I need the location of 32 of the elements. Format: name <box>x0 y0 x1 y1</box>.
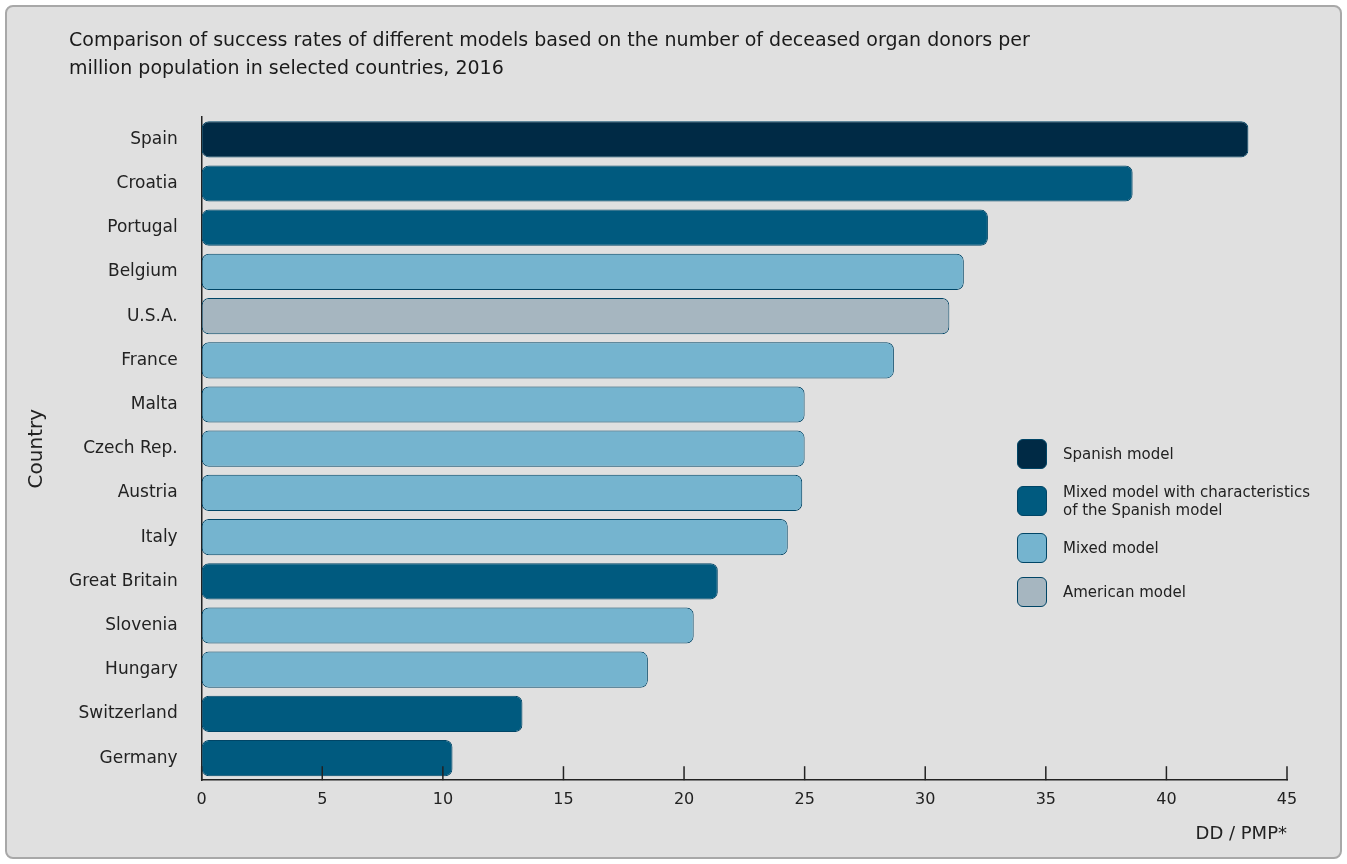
y-tick-label: Spain <box>130 127 178 148</box>
x-tick-label: 40 <box>1156 788 1177 808</box>
legend-label: Spanish model <box>1063 445 1174 463</box>
x-axis-title: DD / PMP* <box>1195 821 1287 843</box>
y-tick-label: Slovenia <box>105 613 178 634</box>
y-tick-label: Hungary <box>105 658 178 679</box>
x-tick-label: 25 <box>794 788 815 808</box>
x-tick-label: 0 <box>196 788 207 808</box>
y-tick-label: Belgium <box>107 260 178 281</box>
x-tick-label: 30 <box>915 788 936 808</box>
legend-label: Mixed model <box>1063 539 1159 557</box>
y-tick-label: Portugal <box>107 216 178 237</box>
x-tick-label: 20 <box>673 788 695 808</box>
x-tick-label: 15 <box>553 788 574 808</box>
y-tick-label: Switzerland <box>78 702 178 723</box>
y-tick-label: Malta <box>130 392 178 413</box>
y-tick-label: Germany <box>99 746 178 767</box>
y-tick-label: Czech Rep. <box>83 437 178 458</box>
legend-label: Mixed model with characteristics of the Spanish model <box>1063 483 1312 519</box>
legend-label: American model <box>1063 583 1186 601</box>
x-tick-label: 35 <box>1035 788 1056 808</box>
y-tick-label: Great Britain <box>68 569 178 590</box>
x-tick-label: 45 <box>1276 788 1298 808</box>
x-tick-label: 10 <box>432 788 454 808</box>
chart-title: Comparison of success rates of different models based on the number of deceased organ donors per million population in selected countries, 2016 <box>69 27 1031 80</box>
x-tick-label: 5 <box>317 788 328 808</box>
y-axis-title: Country <box>23 408 48 489</box>
y-tick-label: France <box>121 348 178 369</box>
y-tick-label: Italy <box>140 525 178 546</box>
y-tick-label: Croatia <box>116 171 178 192</box>
y-tick-label: U.S.A. <box>126 304 178 325</box>
y-tick-label: Austria <box>117 481 178 502</box>
